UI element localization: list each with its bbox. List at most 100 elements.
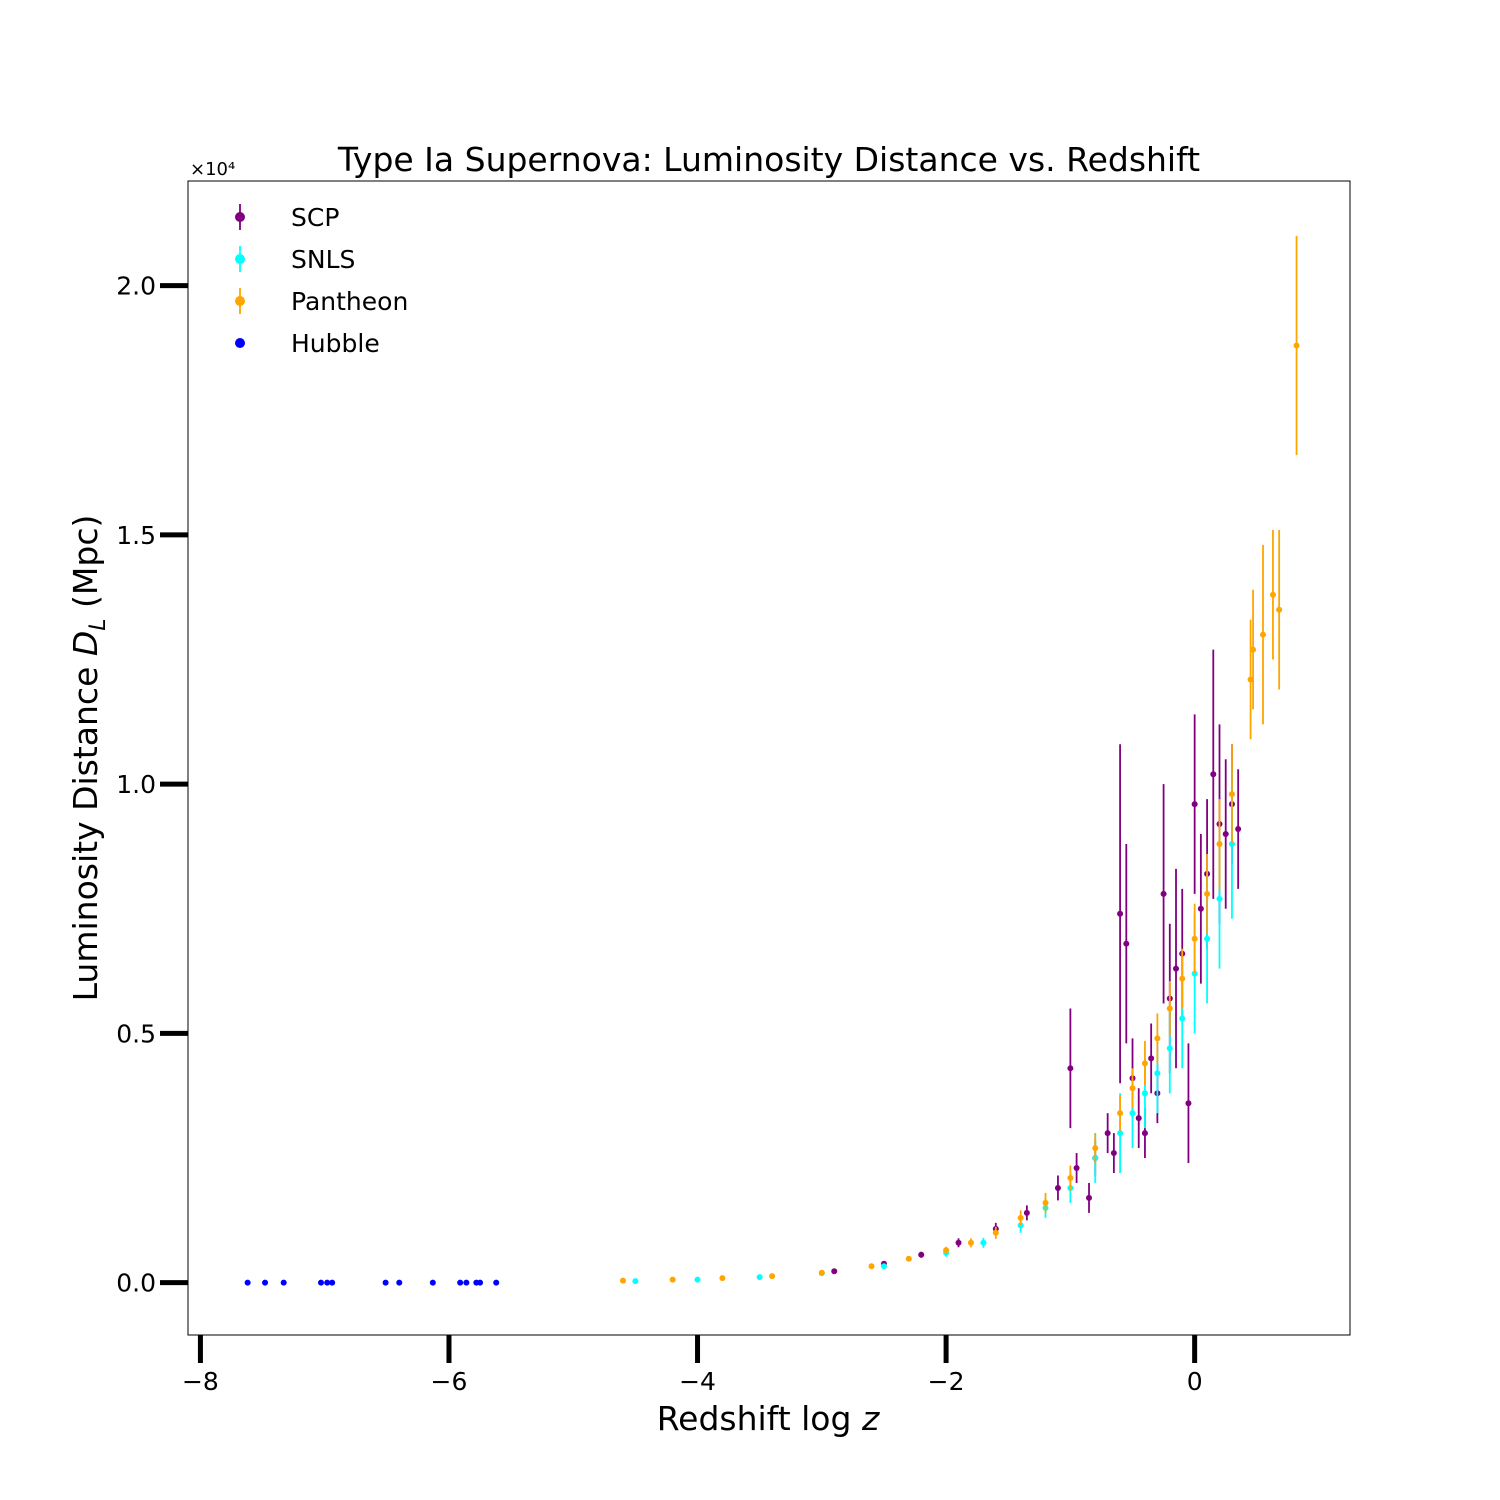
legend-item-pantheon: Pantheon (235, 287, 408, 316)
series-hubble (244, 1279, 500, 1286)
data-point (632, 1278, 639, 1285)
data-point (1117, 910, 1124, 917)
y-axis-offset-label: ×10⁴ (190, 159, 235, 180)
data-point (1129, 1085, 1136, 1092)
data-point (1185, 1100, 1192, 1107)
data-point (1104, 1130, 1111, 1137)
y-tick-label: 2.0 (116, 272, 156, 301)
svg-text:Redshift log z: Redshift log z (657, 1399, 880, 1438)
x-tick-label: −2 (928, 1367, 965, 1396)
data-point (1123, 940, 1130, 947)
data-point (1204, 890, 1211, 897)
data-point (1166, 1045, 1173, 1052)
data-point (1154, 1070, 1161, 1077)
data-point (280, 1279, 287, 1286)
data-point (769, 1273, 776, 1280)
y-tick-label: 0.0 (116, 1269, 156, 1298)
data-point (1250, 646, 1257, 653)
data-point (1042, 1199, 1049, 1206)
data-point (329, 1279, 336, 1286)
x-axis: −8 −6 −4 −2 0 (182, 1335, 1203, 1396)
data-point (477, 1279, 484, 1286)
data-point (1135, 1115, 1142, 1122)
y-axis-title-symbol: D (66, 631, 105, 656)
legend-label: SCP (291, 203, 339, 232)
data-point (719, 1275, 726, 1282)
data-point (1129, 1110, 1136, 1117)
data-point (1148, 1055, 1155, 1062)
series-pantheon (619, 235, 1300, 1284)
data-point (980, 1239, 987, 1246)
legend-label: SNLS (291, 245, 355, 274)
data-point (943, 1247, 950, 1254)
data-point (1179, 1015, 1186, 1022)
data-point (457, 1279, 464, 1286)
data-point (1235, 826, 1242, 833)
y-axis: 0.0 0.5 1.0 1.5 2.0 (116, 272, 188, 1298)
x-tick-label: 0 (1187, 1367, 1203, 1396)
legend-item-hubble: Hubble (235, 329, 380, 358)
data-point (1141, 1090, 1148, 1097)
data-point (1160, 890, 1167, 897)
data-point (694, 1276, 701, 1283)
data-point (1204, 935, 1211, 942)
data-point (262, 1279, 269, 1286)
data-point (1216, 840, 1223, 847)
x-tick-label: −4 (679, 1367, 716, 1396)
data-point (1216, 895, 1223, 902)
data-point (1067, 1065, 1074, 1072)
legend-item-scp: SCP (235, 203, 339, 232)
data-point (1054, 1184, 1061, 1191)
data-point (1117, 1130, 1124, 1137)
svg-text:Luminosity Distance DL (Mpc): Luminosity Distance DL (Mpc) (66, 515, 111, 1002)
data-point (1269, 591, 1276, 598)
legend-item-snls: SNLS (235, 245, 355, 274)
data-point (1293, 342, 1300, 349)
x-axis-title-variable: z (861, 1399, 880, 1438)
data-point (831, 1268, 838, 1275)
data-point (905, 1255, 912, 1262)
y-axis-title: Luminosity Distance DL (Mpc) (66, 515, 111, 1002)
data-point (1179, 975, 1186, 982)
data-point (619, 1277, 626, 1284)
data-point (1086, 1194, 1093, 1201)
plot-frame (187, 180, 1351, 1336)
legend-marker (235, 254, 245, 264)
data-point (818, 1269, 825, 1276)
legend-marker (235, 212, 245, 222)
x-axis-title: Redshift log z (657, 1399, 880, 1438)
data-point (324, 1279, 331, 1286)
legend-label: Hubble (291, 329, 380, 358)
x-tick-label: −6 (431, 1367, 468, 1396)
x-axis-title-text: Redshift log (657, 1399, 862, 1438)
data-point (382, 1279, 389, 1286)
data-point (992, 1229, 999, 1236)
y-axis-title-unit: (Mpc) (66, 515, 105, 619)
data-point (1166, 1005, 1173, 1012)
data-point (1247, 676, 1254, 683)
data-point (429, 1279, 436, 1286)
data-point (1017, 1214, 1024, 1221)
data-point (1276, 606, 1283, 613)
data-point (1173, 965, 1180, 972)
legend-label: Pantheon (291, 287, 408, 316)
data-point (493, 1279, 500, 1286)
data-point (868, 1263, 875, 1270)
data-point (880, 1263, 887, 1270)
data-point (1067, 1174, 1074, 1181)
y-tick-label: 0.5 (116, 1019, 156, 1048)
y-tick-label: 1.0 (116, 770, 156, 799)
data-point (396, 1279, 403, 1286)
legend-marker (235, 338, 245, 348)
data-point (1228, 791, 1235, 798)
y-axis-title-subscript: L (86, 618, 111, 630)
chart-title: Type Ia Supernova: Luminosity Distance v… (337, 140, 1200, 179)
data-point (1141, 1130, 1148, 1137)
data-point (1260, 631, 1267, 638)
data-point (918, 1251, 925, 1258)
y-axis-title-prefix: Luminosity Distance (66, 656, 105, 1001)
data-point (1154, 1035, 1161, 1042)
data-point (756, 1274, 763, 1281)
